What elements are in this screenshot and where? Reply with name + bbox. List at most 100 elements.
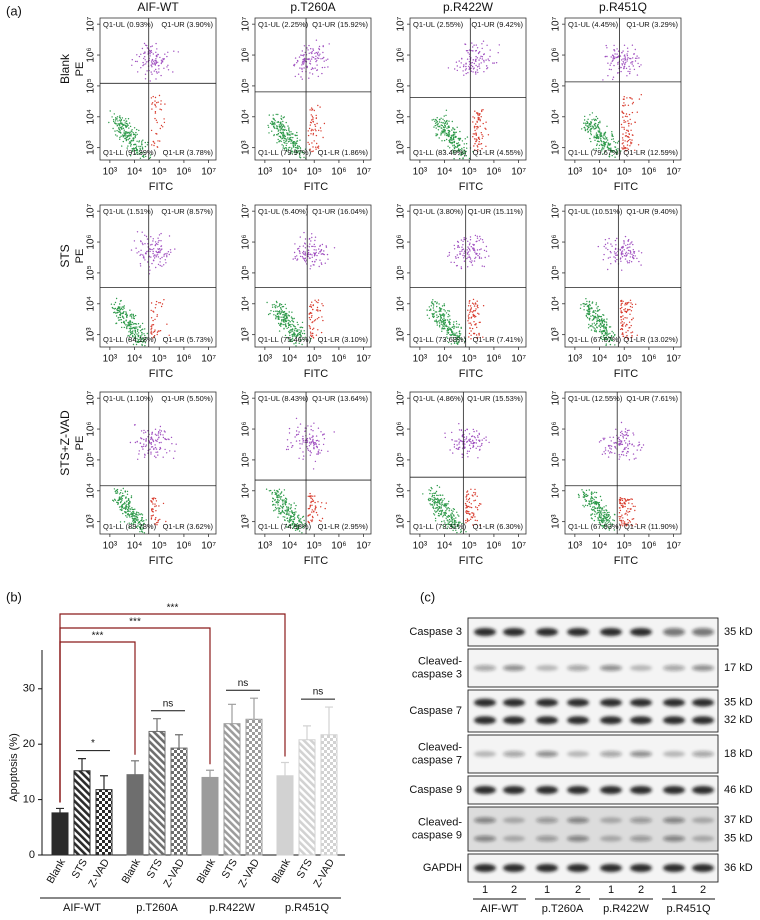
event-dot xyxy=(603,321,606,323)
event-dot xyxy=(593,317,596,319)
event-dot xyxy=(303,60,305,62)
event-dot xyxy=(597,320,599,322)
event-dot xyxy=(613,513,616,516)
event-dot xyxy=(449,147,451,149)
event-dot xyxy=(143,432,145,434)
event-dot xyxy=(461,140,464,142)
event-dot xyxy=(142,448,144,450)
event-dot xyxy=(148,49,151,52)
event-dot xyxy=(470,310,472,313)
event-dot xyxy=(288,131,291,133)
event-dot xyxy=(150,71,152,73)
event-dot xyxy=(620,322,622,324)
event-dot xyxy=(471,264,474,266)
event-dot xyxy=(460,327,462,329)
event-dot xyxy=(132,336,134,338)
quadrant-label: Q1-LR (13.02%) xyxy=(623,335,678,344)
event-dot xyxy=(436,321,438,323)
event-dot xyxy=(470,338,472,340)
event-dot xyxy=(272,114,274,116)
event-dot xyxy=(288,324,290,327)
event-dot xyxy=(442,131,444,133)
event-dot xyxy=(127,145,129,147)
event-dot xyxy=(592,318,595,321)
event-dot xyxy=(450,514,452,517)
event-dot xyxy=(480,444,483,446)
event-dot xyxy=(634,57,637,59)
event-dot xyxy=(283,316,285,319)
event-dot xyxy=(132,148,134,150)
event-dot xyxy=(601,148,603,151)
event-dot xyxy=(153,255,155,257)
event-dot xyxy=(129,137,131,139)
event-dot xyxy=(322,57,324,60)
event-dot xyxy=(611,154,613,157)
event-dot xyxy=(456,332,458,334)
event-dot xyxy=(606,125,608,128)
event-dot xyxy=(450,509,453,511)
event-dot xyxy=(311,498,314,500)
event-dot xyxy=(287,326,290,329)
event-dot xyxy=(626,115,628,118)
event-dot xyxy=(154,307,157,309)
event-dot xyxy=(162,434,164,436)
event-dot xyxy=(152,259,155,261)
event-dot xyxy=(603,324,605,326)
event-dot xyxy=(445,114,447,117)
event-dot xyxy=(170,251,172,253)
plot-frame xyxy=(254,17,372,161)
event-dot xyxy=(454,440,456,442)
event-dot xyxy=(476,121,478,123)
event-dot xyxy=(146,144,149,146)
event-dot xyxy=(155,243,158,245)
event-dot xyxy=(303,57,306,60)
event-dot xyxy=(593,330,596,332)
event-dot xyxy=(477,336,479,339)
event-dot xyxy=(607,147,610,149)
event-dot xyxy=(282,323,284,326)
event-dot xyxy=(622,517,624,519)
event-dot xyxy=(138,145,140,148)
event-dot xyxy=(273,510,275,512)
event-dot xyxy=(317,501,319,503)
event-dot xyxy=(624,498,626,501)
event-dot xyxy=(144,59,146,61)
event-dot xyxy=(438,502,440,505)
event-dot xyxy=(473,305,476,307)
event-dot xyxy=(315,334,318,336)
event-dot xyxy=(631,319,633,321)
event-dot xyxy=(146,70,148,72)
event-dot xyxy=(609,250,612,253)
y-axis-label: PE xyxy=(74,62,86,77)
event-dot xyxy=(150,332,152,334)
event-dot xyxy=(158,250,160,253)
event-dot xyxy=(589,500,591,503)
event-dot xyxy=(118,306,120,309)
event-dot xyxy=(311,509,313,511)
event-dot xyxy=(479,125,481,128)
event-dot xyxy=(597,126,599,129)
event-dot xyxy=(598,141,600,143)
event-dot xyxy=(315,117,317,120)
event-dot xyxy=(456,126,458,128)
event-dot xyxy=(175,443,177,445)
event-dot xyxy=(599,133,601,135)
event-dot xyxy=(278,140,280,143)
event-dot xyxy=(275,125,278,127)
x-tick-label: 10³ xyxy=(258,541,273,552)
event-dot xyxy=(587,313,590,315)
event-dot xyxy=(481,56,483,58)
event-dot xyxy=(470,64,473,67)
event-dot xyxy=(308,77,310,79)
event-dot xyxy=(290,142,292,144)
event-dot xyxy=(441,330,443,332)
event-dot xyxy=(591,125,593,127)
event-dot xyxy=(300,329,302,332)
event-dot xyxy=(297,146,299,148)
event-dot xyxy=(129,508,131,510)
y-tick-label: 10⁵ xyxy=(86,452,97,467)
event-dot xyxy=(295,504,297,507)
event-dot xyxy=(128,499,130,501)
event-dot xyxy=(151,243,153,246)
event-dot xyxy=(130,327,132,329)
